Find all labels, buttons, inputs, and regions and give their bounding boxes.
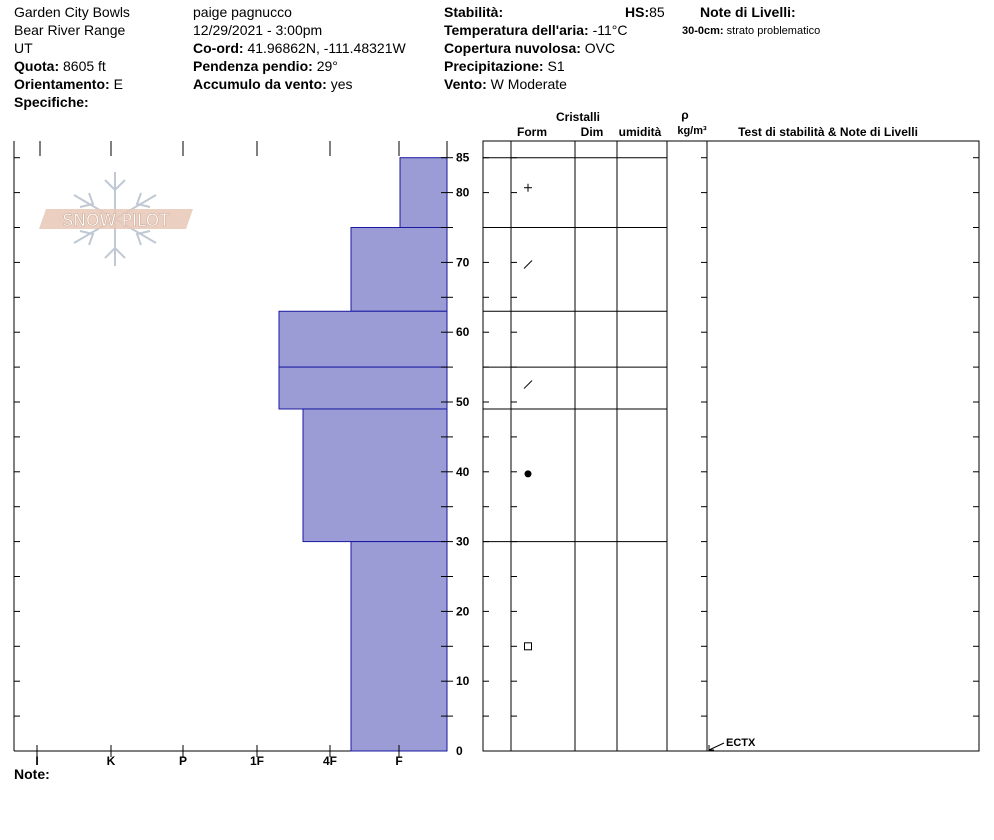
elevation-value: 8605 ft bbox=[63, 58, 106, 74]
density-symbol: ρ bbox=[681, 108, 688, 122]
stability-test-arrow-0 bbox=[708, 742, 725, 751]
layer-note-depth: 30-0cm: bbox=[682, 25, 724, 37]
layer-note-text: strato problematico bbox=[726, 25, 821, 37]
wind-loading-value: yes bbox=[330, 76, 353, 92]
stability-test-arrowhead-0 bbox=[708, 745, 714, 751]
layer-bar-2 bbox=[278, 310, 448, 368]
layer-bar-4 bbox=[302, 408, 448, 543]
moisture-header: umidità bbox=[619, 125, 662, 139]
specifics-label: Specifiche: bbox=[14, 94, 89, 110]
grain-symbol-1 bbox=[523, 260, 533, 269]
precip-label: Precipitazione: bbox=[444, 58, 544, 74]
cloud-cover: Copertura nuvolosa: OVC bbox=[444, 39, 615, 57]
wind-label: Vento: bbox=[444, 76, 487, 92]
crystals-header: Cristalli bbox=[556, 110, 600, 124]
hardness-label-F: F bbox=[395, 754, 402, 768]
layer-bar-5 bbox=[350, 541, 448, 752]
aspect-label: Orientamento: bbox=[14, 76, 110, 92]
notes-label: Note: bbox=[14, 766, 50, 782]
coords-value: 41.96862N, -111.48321W bbox=[247, 40, 406, 56]
size-header: Dim bbox=[581, 125, 604, 139]
aspect: Orientamento: E bbox=[14, 75, 123, 93]
aspect-value: E bbox=[113, 76, 123, 92]
grain-symbol-4 bbox=[524, 470, 532, 478]
location-name: Garden City Bowls bbox=[14, 4, 130, 20]
cloud-label: Copertura nuvolosa: bbox=[444, 40, 581, 56]
tests-notes-header: Test di stabilità & Note di Livelli bbox=[738, 125, 918, 139]
air-temp-label: Temperatura dell'aria: bbox=[444, 22, 589, 38]
hardness-label-P: P bbox=[179, 754, 187, 768]
state: UT bbox=[14, 40, 33, 56]
air-temp-value: -11°C bbox=[592, 22, 628, 38]
layer-notes-label: Note di Livelli: bbox=[700, 4, 796, 20]
hardness-label-K: K bbox=[107, 754, 116, 768]
layer-bar-3 bbox=[278, 366, 448, 410]
hs-label: HS: bbox=[625, 4, 650, 20]
slope: Pendenza pendio: 29° bbox=[193, 57, 338, 75]
slope-value: 29° bbox=[316, 58, 338, 74]
layer-note: 30-0cm: strato problematico bbox=[682, 22, 820, 40]
depth-label-0: 0 bbox=[456, 744, 463, 758]
slope-label: Pendenza pendio: bbox=[193, 58, 313, 74]
datetime: 12/29/2021 - 3:00pm bbox=[193, 22, 323, 38]
cloud-value: OVC bbox=[584, 40, 616, 56]
density-units: kg/m³ bbox=[677, 125, 707, 137]
depth-label-30: 30 bbox=[456, 535, 470, 549]
table-frame bbox=[482, 140, 980, 752]
stability-label: Stabilità: bbox=[444, 4, 504, 20]
wind: Vento: W Moderate bbox=[444, 75, 567, 93]
snowpilot-logo: SNOW PILOT bbox=[39, 172, 193, 266]
elevation-label: Quota: bbox=[14, 58, 60, 74]
hardness-label-I: I bbox=[35, 754, 38, 768]
logo-text: SNOW PILOT bbox=[63, 211, 171, 231]
layer-bar-0 bbox=[399, 157, 448, 228]
hardness-layers bbox=[278, 157, 448, 752]
layer-table bbox=[482, 140, 980, 752]
layer-bar-1 bbox=[350, 227, 448, 312]
hardness-axis-labels: I K P 1F 4F F bbox=[35, 745, 403, 768]
depth-axis-labels: 0 10 20 30 40 50 60 70 80 85 bbox=[456, 151, 470, 758]
hardness-label-1F: 1F bbox=[250, 754, 264, 768]
grain-symbol-3 bbox=[523, 380, 533, 389]
left-ticks bbox=[14, 141, 453, 717]
right-ticks bbox=[483, 157, 979, 717]
snow-height: HS:85 bbox=[625, 3, 665, 21]
depth-label-85: 85 bbox=[456, 151, 470, 165]
depth-label-60: 60 bbox=[456, 325, 470, 339]
air-temperature: Temperatura dell'aria: -11°C bbox=[444, 21, 627, 39]
stability-tests: ECTX bbox=[708, 737, 756, 751]
elevation: Quota: 8605 ft bbox=[14, 57, 106, 75]
wind-value: W Moderate bbox=[490, 76, 567, 92]
depth-label-80: 80 bbox=[456, 186, 470, 200]
depth-label-10: 10 bbox=[456, 674, 470, 688]
depth-label-50: 50 bbox=[456, 395, 470, 409]
stability-test-label-0: ECTX bbox=[726, 737, 756, 749]
wind-loading-label: Accumulo da vento: bbox=[193, 76, 327, 92]
coords-label: Co-ord: bbox=[193, 40, 244, 56]
hs-value: 85 bbox=[649, 4, 665, 20]
logo-banner bbox=[39, 209, 193, 229]
depth-label-40: 40 bbox=[456, 465, 470, 479]
precipitation: Precipitazione: S1 bbox=[444, 57, 565, 75]
observer: paige pagnucco bbox=[193, 4, 292, 20]
wind-loading: Accumulo da vento: yes bbox=[193, 75, 352, 93]
depth-label-20: 20 bbox=[456, 604, 470, 618]
form-header: Form bbox=[517, 125, 547, 139]
coordinates: Co-ord: 41.96862N, -111.48321W bbox=[193, 39, 406, 57]
hardness-label-4F: 4F bbox=[323, 754, 337, 768]
grain-form-symbols bbox=[523, 183, 533, 651]
depth-label-70: 70 bbox=[456, 255, 470, 269]
precip-value: S1 bbox=[547, 58, 565, 74]
mountain-range: Bear River Range bbox=[14, 22, 126, 38]
grain-symbol-5 bbox=[524, 642, 532, 651]
